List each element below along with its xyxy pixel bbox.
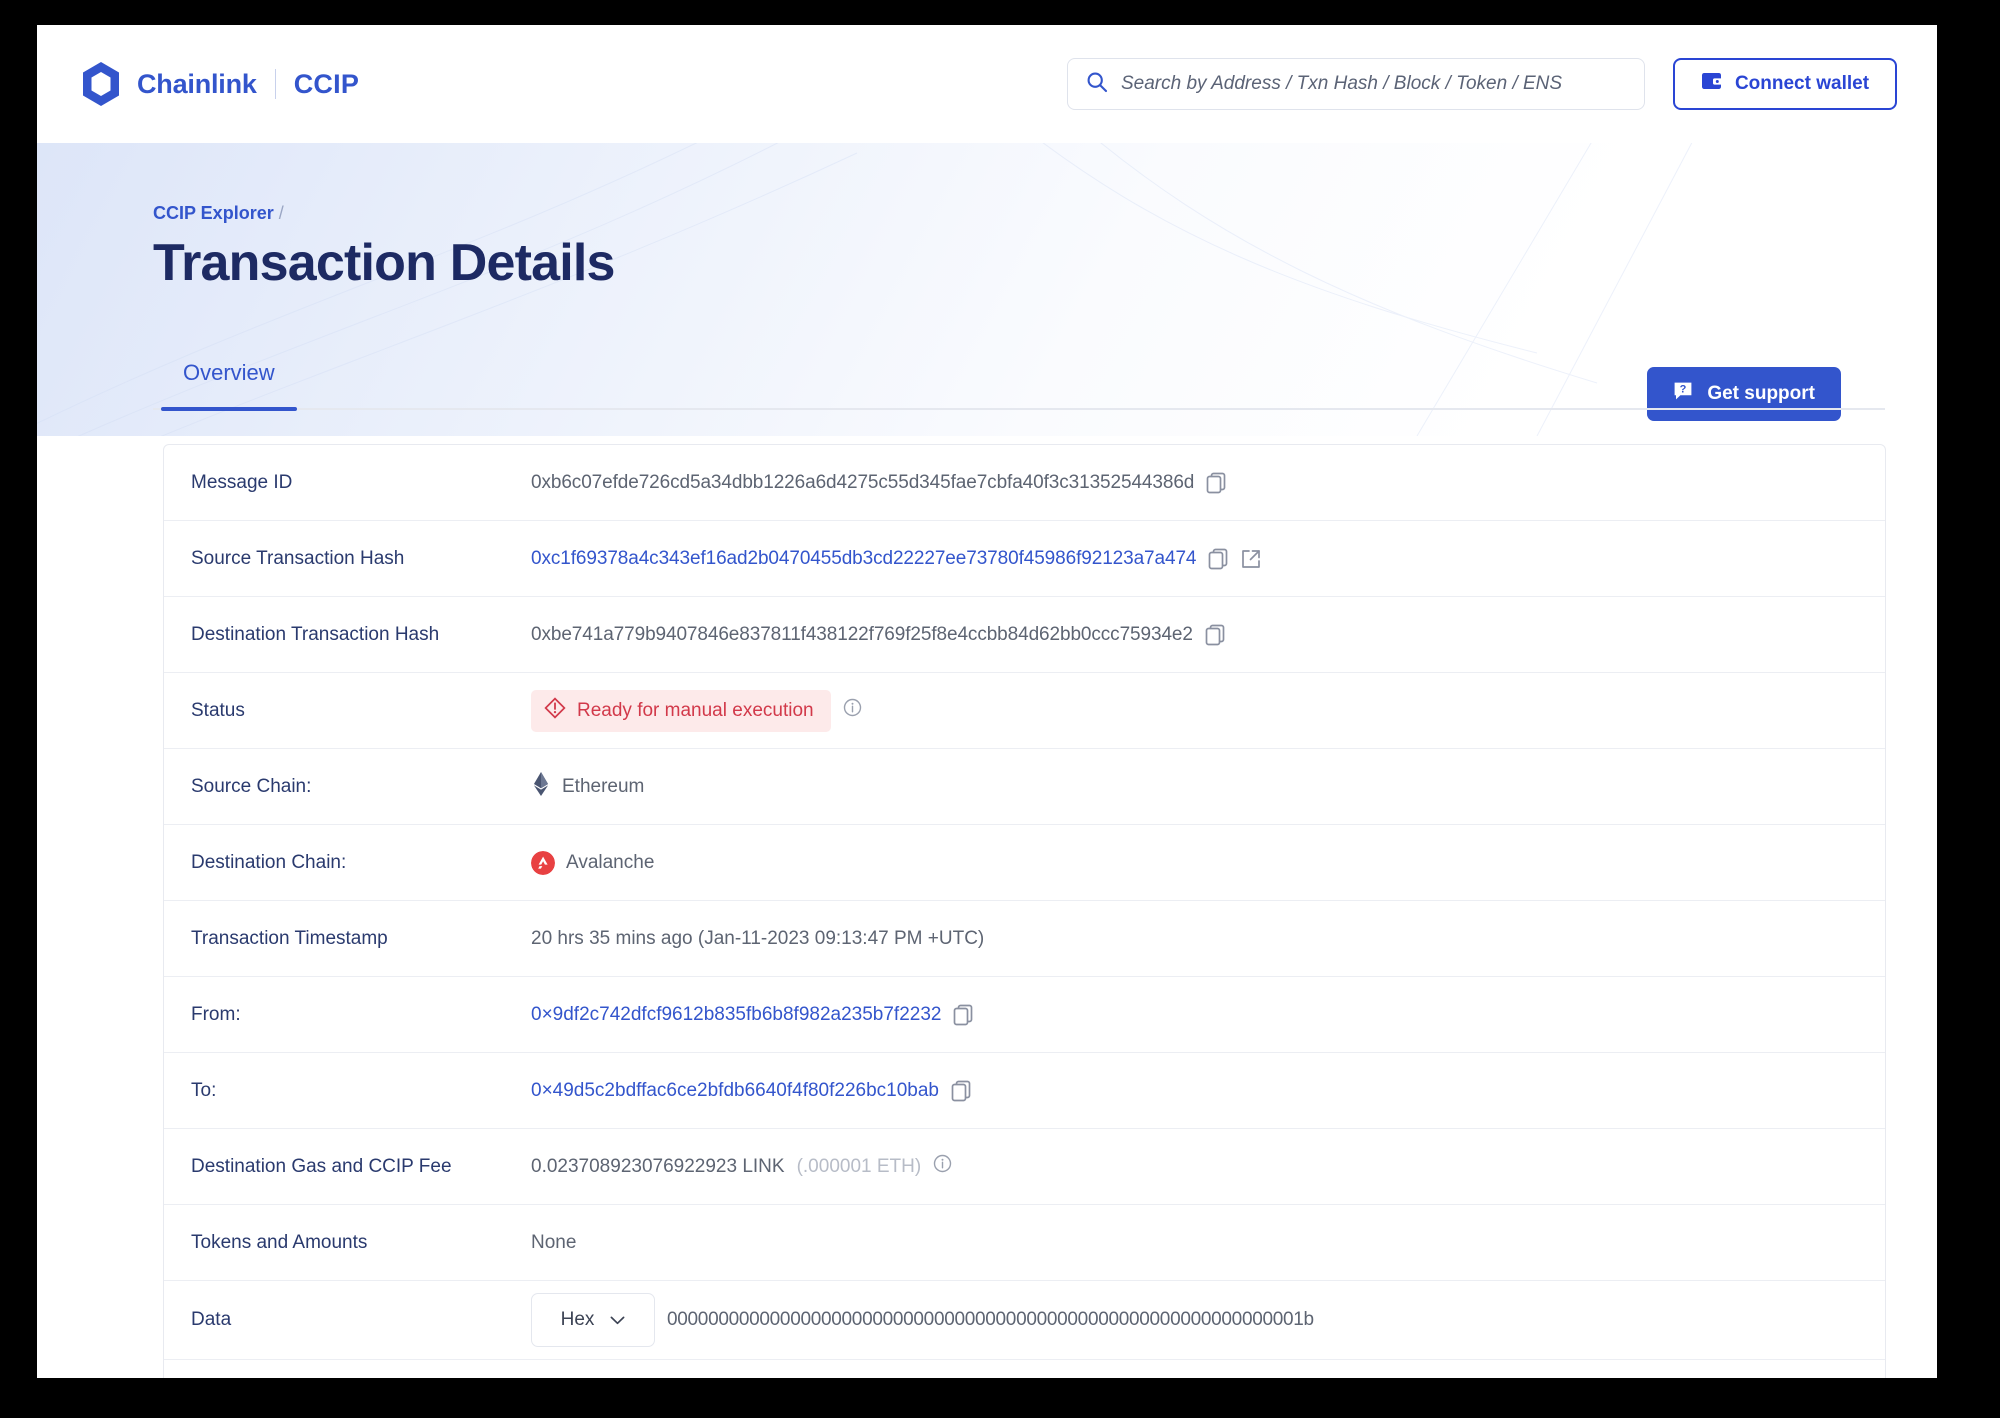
breadcrumb: CCIP Explorer / [153,203,1937,224]
table-row-status: Status Ready for manual execution [164,673,1885,749]
fee-secondary-value: (.000001 ETH) [796,1155,922,1177]
external-link-icon[interactable] [1240,548,1262,570]
top-navigation-bar: Chainlink CCIP [37,25,1937,143]
question-chat-icon: ? [1673,381,1693,407]
brand-name-label: Chainlink [137,68,257,99]
table-row-to: To: 0×49d5c2bdffac6ce2bfdb6640f4f80f226b… [164,1053,1885,1129]
message-id-value: 0xb6c07efde726cd5a34dbb1226a6d4275c55d34… [531,471,1195,493]
tab-overview-label: Overview [183,360,275,385]
search-box[interactable] [1067,58,1645,110]
row-label: Data [191,1309,232,1330]
table-row-from: From: 0×9df2c742dfcf9612b835fb6b8f982a23… [164,977,1885,1053]
copy-icon[interactable] [1205,624,1225,646]
copy-icon[interactable] [1208,548,1228,570]
table-row-message-id: Message ID 0xb6c07efde726cd5a34dbb1226a6… [164,445,1885,521]
from-address-link[interactable]: 0×9df2c742dfcf9612b835fb6b8f982a235b7f22… [531,1003,942,1025]
destination-chain-value: Avalanche [566,851,655,873]
row-label: Destination Chain: [191,851,347,873]
row-label: Status [191,699,245,721]
row-label: Destination Transaction Hash [191,623,440,645]
tokens-and-amounts-value: None [531,1231,577,1253]
chainlink-hexagon-logo-icon [79,60,123,108]
breadcrumb-link-ccip-explorer[interactable]: CCIP Explorer [153,203,274,223]
to-address-link[interactable]: 0×49d5c2bdffac6ce2bfdb6640f4f80f226bc10b… [531,1079,939,1101]
row-label: Destination Gas and CCIP Fee [191,1155,452,1177]
connect-wallet-label: Connect wallet [1734,73,1870,94]
source-transaction-hash-link[interactable]: 0xc1f69378a4c343ef16ad2b0470455db3cd2222… [531,547,1197,569]
brand-product-label: CCIP [293,68,360,99]
breadcrumb-separator: / [278,203,284,223]
chevron-down-icon [610,1309,625,1331]
transaction-timestamp-value: 20 hrs 35 mins ago (Jan-11-2023 09:13:47… [531,927,985,949]
row-label: To: [191,1079,217,1101]
fee-value: 0.023708923076922923 LINK [531,1155,785,1177]
table-row-transaction-timestamp: Transaction Timestamp 20 hrs 35 mins ago… [164,901,1885,977]
row-label: Transaction Timestamp [191,927,388,949]
data-format-selected-label: Hex [560,1309,595,1330]
table-row-tokens-and-amounts: Tokens and Amounts None [164,1205,1885,1281]
page-title: Transaction Details [153,234,615,292]
table-row-destination-chain: Destination Chain: Avalanche [164,825,1885,901]
connect-wallet-button[interactable]: Connect wallet [1673,58,1897,110]
search-icon [1086,71,1108,98]
source-chain-value: Ethereum [562,775,645,797]
search-input[interactable] [1121,73,1626,95]
data-hex-value: 0000000000000000000000000000000000000000… [667,1309,1314,1330]
nav-right-group: Connect wallet [1067,25,1897,143]
info-icon[interactable] [843,698,862,723]
table-row-destination-transaction-hash: Destination Transaction Hash 0xbe741a779… [164,597,1885,673]
row-label: Source Chain: [191,775,312,797]
tab-bar: Overview [153,360,1885,411]
row-label: Source Transaction Hash [191,547,405,569]
tab-overview[interactable]: Overview [161,360,297,411]
row-label: From: [191,1003,241,1025]
brand-logo[interactable]: Chainlink CCIP [79,60,359,108]
wallet-icon [1701,71,1723,97]
data-format-select[interactable]: Hex [531,1293,655,1347]
row-label: Tokens and Amounts [191,1231,368,1253]
transaction-details-card: Message ID 0xb6c07efde726cd5a34dbb1226a6… [163,444,1886,1378]
table-row-sender-nonce: Sender Nonce 656 [164,1360,1885,1378]
copy-icon[interactable] [951,1080,971,1102]
destination-transaction-hash-value: 0xbe741a779b9407846e837811f438122f769f25… [531,623,1193,645]
row-label: Message ID [191,471,293,493]
status-badge-label: Ready for manual execution [577,699,814,721]
app-window: Chainlink CCIP [37,25,1937,1378]
copy-icon[interactable] [1206,472,1226,494]
ethereum-icon [531,771,551,802]
table-row-source-chain: Source Chain: Ethereum [164,749,1885,825]
brand-divider [274,69,276,99]
svg-text:?: ? [1680,384,1687,396]
copy-icon[interactable] [953,1004,973,1026]
get-support-button[interactable]: ? Get support [1647,367,1841,421]
status-badge: Ready for manual execution [531,689,831,732]
page-hero: CCIP Explorer / Transaction Details ? Ge… [37,143,1937,436]
table-row-destination-gas-and-ccip-fee: Destination Gas and CCIP Fee 0.023708923… [164,1129,1885,1205]
get-support-label: Get support [1707,383,1815,404]
table-row-source-transaction-hash: Source Transaction Hash 0xc1f69378a4c343… [164,521,1885,597]
info-icon[interactable] [933,1154,952,1179]
table-row-data: Data Hex 0000000000000000000000000000000… [164,1281,1885,1360]
alert-diamond-icon [544,696,566,725]
hero-content: CCIP Explorer / Transaction Details [37,143,1937,293]
avalanche-icon [531,850,555,875]
